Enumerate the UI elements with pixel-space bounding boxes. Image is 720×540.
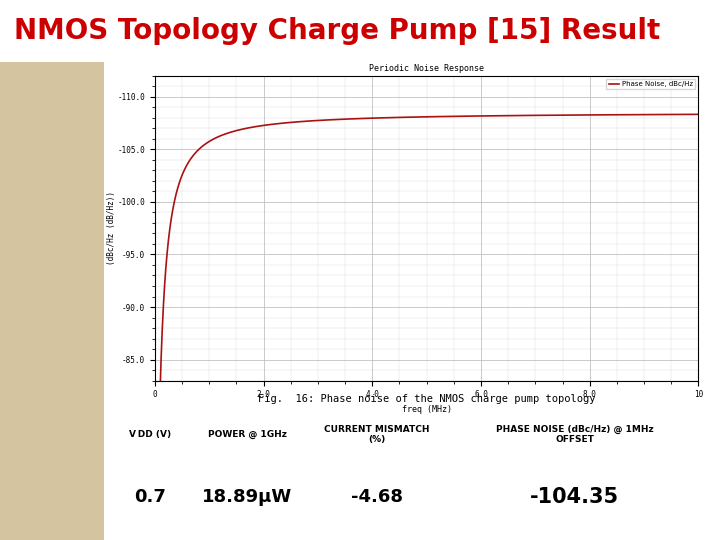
Text: -4.68: -4.68 <box>351 488 402 505</box>
Phase Noise, dBc/Hz <box>477 113 485 119</box>
Phase Noise, dBc/Hz <box>504 112 513 119</box>
Phase Noise, dBc/Hz <box>358 115 366 122</box>
Text: V DD (V): V DD (V) <box>129 430 171 439</box>
Phase Noise, dBc/Hz <box>598 112 606 118</box>
Phase Noise, dBc/Hz <box>249 124 258 130</box>
Text: -104.35: -104.35 <box>530 487 619 507</box>
Phase Noise, dBc/Hz <box>556 112 564 118</box>
Text: 0.7: 0.7 <box>134 488 166 505</box>
Text: Fig.  16: Phase noise of the NMOS charge pump topology: Fig. 16: Phase noise of the NMOS charge … <box>258 394 595 404</box>
Text: 18.89μW: 18.89μW <box>202 488 292 505</box>
Phase Noise, dBc/Hz <box>694 111 703 118</box>
Title: Periodic Noise Response: Periodic Noise Response <box>369 64 484 73</box>
Line: Phase Noise, dBc/Hz: Phase Noise, dBc/Hz <box>155 114 698 540</box>
Text: CURRENT MISMATCH
(%): CURRENT MISMATCH (%) <box>324 425 429 444</box>
X-axis label: freq (MHz): freq (MHz) <box>402 405 451 414</box>
Y-axis label: (dBc/Hz (dB/Hz)): (dBc/Hz (dB/Hz)) <box>107 191 116 265</box>
Text: NMOS Topology Charge Pump [15] Result: NMOS Topology Charge Pump [15] Result <box>14 17 661 45</box>
Text: POWER @ 1GHz: POWER @ 1GHz <box>208 430 287 439</box>
Text: PHASE NOISE (dBc/Hz) @ 1MHz
OFFSET: PHASE NOISE (dBc/Hz) @ 1MHz OFFSET <box>495 425 653 444</box>
Legend: Phase Noise, dBc/Hz: Phase Noise, dBc/Hz <box>606 79 695 89</box>
